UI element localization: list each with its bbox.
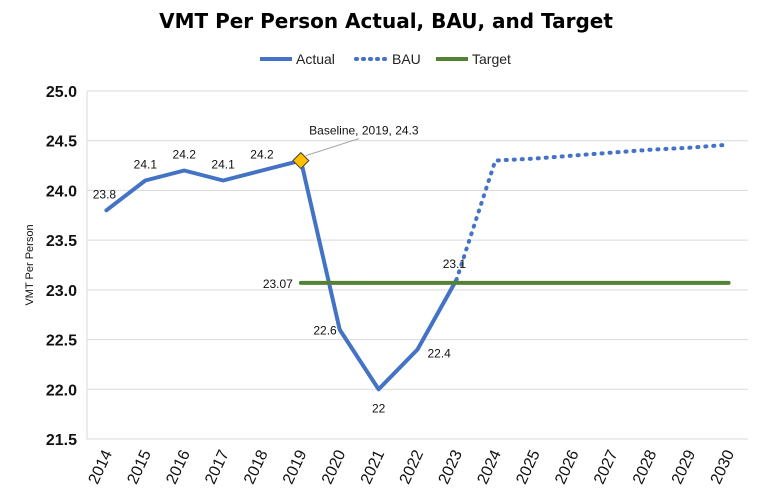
x-tick-label: 2022: [397, 447, 427, 487]
y-tick-label: 24.5: [46, 134, 77, 151]
series-lines: [104, 142, 731, 392]
y-axis-label: VMT Per Person: [24, 224, 36, 305]
x-tick-label: 2015: [124, 447, 154, 487]
x-tick-label: 2029: [669, 447, 699, 487]
x-tick-label: 2014: [86, 447, 116, 487]
x-tick-label: 2023: [436, 447, 466, 487]
data-label: 23.8: [93, 187, 117, 201]
x-tick-label: 2019: [280, 447, 310, 487]
data-label: 22.6: [313, 324, 337, 338]
y-tick-label: 22.0: [46, 382, 77, 399]
legend: Actual BAU Target: [260, 51, 511, 67]
y-tick-labels: 25.0 24.5 24.0 23.5 23.0 22.5 22.0 21.5: [46, 84, 77, 449]
x-tick-labels: 2014 2015 2016 2017 2018 2019 2020 2021 2022 2023…: [86, 447, 739, 487]
y-tick-label: 25.0: [46, 84, 77, 101]
x-tick-label: 2027: [591, 447, 621, 487]
legend-target-label: Target: [472, 51, 511, 67]
x-tick-label: 2025: [513, 447, 543, 487]
legend-actual-label: Actual: [296, 51, 335, 67]
chart-title: VMT Per Person Actual, BAU, and Target: [159, 9, 613, 33]
annotation-label: Baseline, 2019, 24.3: [309, 124, 419, 138]
y-tick-label: 22.5: [46, 333, 77, 350]
data-labels: 23.8 24.1 24.2 24.1 24.2 22.6 22 22.4 23.1 23.07: [93, 148, 467, 416]
data-label: 24.2: [173, 148, 197, 162]
annotation-leader-line: [305, 138, 360, 157]
data-label: 24.1: [134, 157, 158, 171]
x-tick-label: 2018: [241, 447, 271, 487]
series-line-bau: [454, 142, 731, 282]
x-tick-label: 2020: [319, 447, 349, 487]
data-label: 22: [372, 401, 386, 415]
data-label: 24.2: [250, 148, 274, 162]
y-tick-label: 23.0: [46, 283, 77, 300]
x-tick-label: 2016: [163, 447, 193, 487]
baseline-diamond-marker: [292, 151, 310, 170]
data-label-target: 23.07: [263, 277, 293, 291]
y-tick-label: 21.5: [46, 432, 77, 449]
x-tick-label: 2028: [630, 447, 660, 487]
x-tick-label: 2024: [474, 447, 504, 487]
data-label: 23.1: [443, 257, 467, 271]
gridlines: [86, 90, 748, 440]
x-tick-label: 2017: [202, 447, 232, 487]
y-tick-label: 23.5: [46, 233, 77, 250]
data-label: 24.1: [211, 157, 235, 171]
x-tick-label: 2026: [552, 447, 582, 487]
data-label: 22.4: [428, 347, 452, 361]
x-tick-label: 2030: [708, 447, 738, 487]
x-tick-label: 2021: [358, 447, 388, 487]
series-line-actual: [104, 158, 459, 392]
y-tick-label: 24.0: [46, 183, 77, 200]
annotations: Baseline, 2019, 24.3: [292, 124, 419, 170]
legend-bau-label: BAU: [392, 51, 421, 67]
